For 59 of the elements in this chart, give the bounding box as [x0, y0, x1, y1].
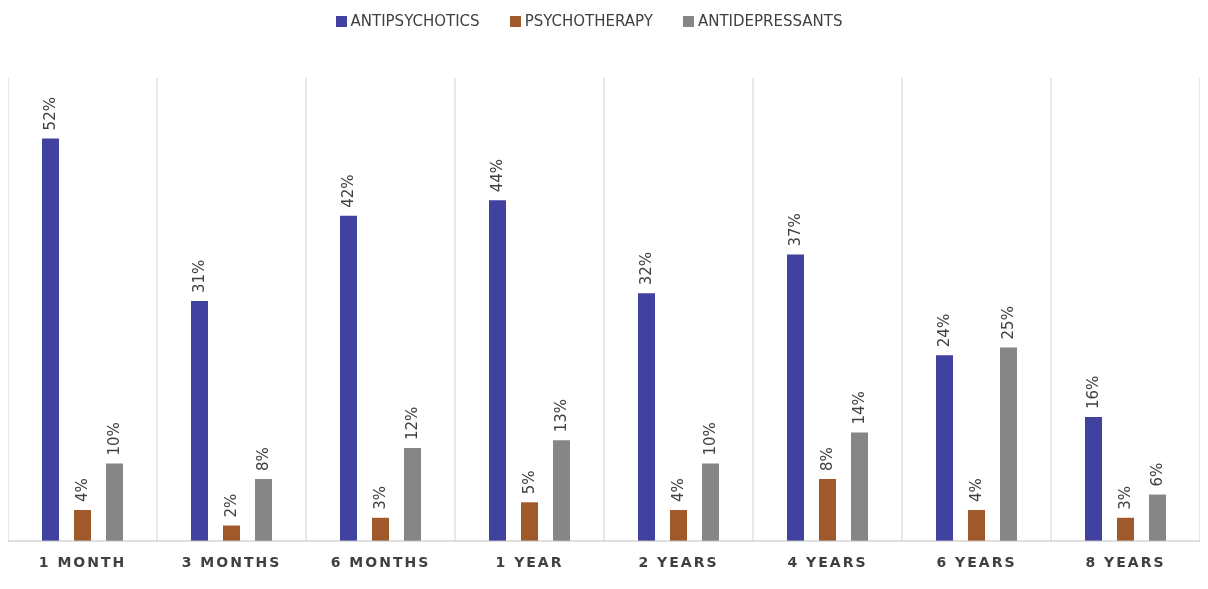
data-label: 2%: [222, 493, 241, 518]
x-tick-label: 2 YEARS: [638, 553, 719, 570]
bar: [255, 479, 272, 541]
bar: [1117, 517, 1134, 541]
bar: [1000, 347, 1017, 541]
bar: [851, 432, 868, 541]
bar: [1085, 417, 1102, 541]
bar: [223, 525, 240, 541]
data-label: 5%: [520, 470, 539, 495]
legend-label: ANTIDEPRESSANTS: [697, 12, 843, 30]
x-tick-label: 6 MONTHS: [330, 553, 431, 570]
data-label: 16%: [1084, 375, 1103, 410]
x-tick-label: 1 MONTH: [38, 553, 127, 570]
bar: [489, 200, 506, 541]
data-label: 10%: [105, 422, 124, 456]
bar: [191, 300, 208, 541]
data-label: 3%: [371, 485, 390, 510]
x-tick-label: 8 YEARS: [1085, 553, 1166, 570]
bar: [968, 510, 985, 541]
data-label: 6%: [1148, 462, 1167, 487]
bar: [819, 479, 836, 541]
data-label: 10%: [701, 422, 720, 456]
x-tick-label: 6 YEARS: [936, 553, 1017, 570]
bar: [553, 440, 570, 541]
data-label: 4%: [73, 478, 92, 503]
bar: [702, 463, 719, 541]
bar: [340, 215, 357, 541]
bar: [936, 355, 953, 541]
x-tick-label: 4 YEARS: [787, 553, 868, 570]
data-label: 8%: [254, 447, 273, 472]
bar: [670, 510, 687, 541]
x-tick-label: 3 MONTHS: [181, 553, 282, 570]
data-label: 12%: [403, 406, 422, 441]
data-label: 3%: [1116, 485, 1135, 510]
bar: [1149, 494, 1166, 541]
bar: [521, 502, 538, 541]
data-label: 32%: [637, 251, 656, 286]
data-label: 52%: [41, 97, 60, 131]
data-label: 24%: [935, 313, 954, 348]
bar: [404, 448, 421, 541]
bar: [787, 254, 804, 541]
bar: [74, 510, 91, 541]
data-label: 8%: [818, 447, 837, 472]
data-label: 42%: [339, 174, 358, 208]
data-label: 31%: [190, 259, 209, 293]
data-label: 14%: [850, 391, 869, 425]
legend-label: ANTIPSYCHOTICS: [350, 12, 480, 30]
x-tick-label: 1 YEAR: [495, 553, 564, 570]
data-label: 37%: [786, 213, 805, 247]
data-label: 4%: [967, 478, 986, 503]
data-label: 13%: [552, 399, 571, 433]
data-label: 44%: [488, 158, 507, 193]
bar: [638, 293, 655, 541]
legend-label: PSYCHOTHERAPY: [524, 12, 653, 30]
data-label: 25%: [999, 306, 1018, 340]
bar: [106, 463, 123, 541]
bar: [42, 138, 59, 541]
data-label: 4%: [669, 478, 688, 503]
bar: [372, 517, 389, 541]
